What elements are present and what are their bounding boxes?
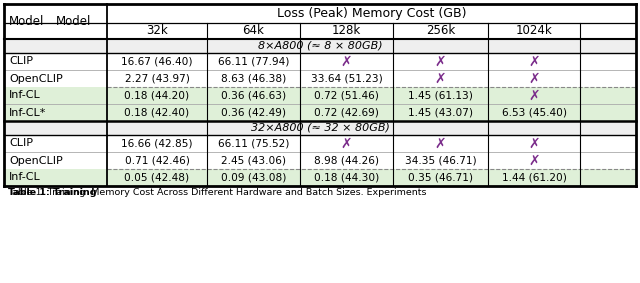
Text: ✗: ✗	[435, 72, 446, 85]
Text: ✗: ✗	[340, 55, 352, 68]
Text: 16.66 (42.85): 16.66 (42.85)	[121, 138, 193, 149]
Bar	[4, 4, 636, 39]
Text: 0.09 (43.08): 0.09 (43.08)	[221, 173, 286, 183]
Text: 0.18 (44.20): 0.18 (44.20)	[124, 91, 189, 100]
Text: 32×A800 (≈ 32 × 80GB): 32×A800 (≈ 32 × 80GB)	[251, 123, 389, 133]
Text: CLIP: CLIP	[9, 138, 33, 149]
Text: Inf-CL: Inf-CL	[9, 91, 41, 100]
Text: ✗: ✗	[528, 153, 540, 168]
Bar	[4, 87, 636, 121]
Bar	[4, 186, 636, 202]
Text: ✗: ✗	[435, 136, 446, 151]
Text: 2.45 (43.06): 2.45 (43.06)	[221, 155, 286, 166]
Text: Table 1: Training  Memory Cost Across Different Hardware and Batch Sizes. Experi: Table 1: Training Memory Cost Across Dif…	[8, 188, 426, 197]
Text: 34.35 (46.71): 34.35 (46.71)	[404, 155, 476, 166]
Bar	[4, 135, 636, 169]
Text: 1.44 (61.20): 1.44 (61.20)	[502, 173, 566, 183]
Text: ✗: ✗	[528, 55, 540, 68]
Bar	[4, 53, 636, 87]
Text: ✗: ✗	[340, 136, 352, 151]
Bar	[4, 39, 636, 53]
Text: 0.18 (42.40): 0.18 (42.40)	[124, 108, 189, 117]
Bar	[4, 169, 636, 186]
Text: 6.53 (45.40): 6.53 (45.40)	[502, 108, 566, 117]
Text: Inf-CL: Inf-CL	[9, 173, 41, 183]
Text: 0.72 (51.46): 0.72 (51.46)	[314, 91, 379, 100]
Text: 32k: 32k	[146, 25, 168, 38]
Text: 0.35 (46.71): 0.35 (46.71)	[408, 173, 473, 183]
Text: 8.63 (46.38): 8.63 (46.38)	[221, 74, 286, 83]
Text: 8×A800 (≈ 8 × 80GB): 8×A800 (≈ 8 × 80GB)	[258, 41, 382, 51]
Text: 8.98 (44.26): 8.98 (44.26)	[314, 155, 379, 166]
Text: 33.64 (51.23): 33.64 (51.23)	[310, 74, 382, 83]
Text: 0.71 (42.46): 0.71 (42.46)	[125, 155, 189, 166]
Text: 1024k: 1024k	[516, 25, 552, 38]
Text: 0.72 (42.69): 0.72 (42.69)	[314, 108, 379, 117]
Text: ✗: ✗	[528, 89, 540, 102]
Text: ✗: ✗	[528, 72, 540, 85]
Text: CLIP: CLIP	[9, 57, 33, 67]
Text: 16.67 (46.40): 16.67 (46.40)	[121, 57, 193, 67]
Text: Inf-CL*: Inf-CL*	[9, 108, 46, 117]
Text: 64k: 64k	[243, 25, 264, 38]
Text: Loss (Peak) Memory Cost (GB): Loss (Peak) Memory Cost (GB)	[276, 7, 467, 20]
Text: 128k: 128k	[332, 25, 361, 38]
Text: 0.36 (42.49): 0.36 (42.49)	[221, 108, 286, 117]
Text: 0.05 (42.48): 0.05 (42.48)	[124, 173, 189, 183]
Text: OpenCLIP: OpenCLIP	[9, 155, 63, 166]
Text: 1.45 (43.07): 1.45 (43.07)	[408, 108, 473, 117]
Bar	[4, 121, 636, 135]
Text: 0.18 (44.30): 0.18 (44.30)	[314, 173, 379, 183]
Text: 0.36 (46.63): 0.36 (46.63)	[221, 91, 286, 100]
Text: Table 1: Training: Table 1: Training	[8, 188, 101, 197]
Text: ✗: ✗	[435, 55, 446, 68]
Text: 256k: 256k	[426, 25, 455, 38]
Text: 66.11 (77.94): 66.11 (77.94)	[218, 57, 289, 67]
Text: 66.11 (75.52): 66.11 (75.52)	[218, 138, 289, 149]
Text: OpenCLIP: OpenCLIP	[9, 74, 63, 83]
Text: Model: Model	[56, 15, 91, 28]
Text: 2.27 (43.97): 2.27 (43.97)	[125, 74, 189, 83]
Text: 1.45 (61.13): 1.45 (61.13)	[408, 91, 473, 100]
Text: Model: Model	[9, 15, 44, 28]
Text: ✗: ✗	[528, 136, 540, 151]
